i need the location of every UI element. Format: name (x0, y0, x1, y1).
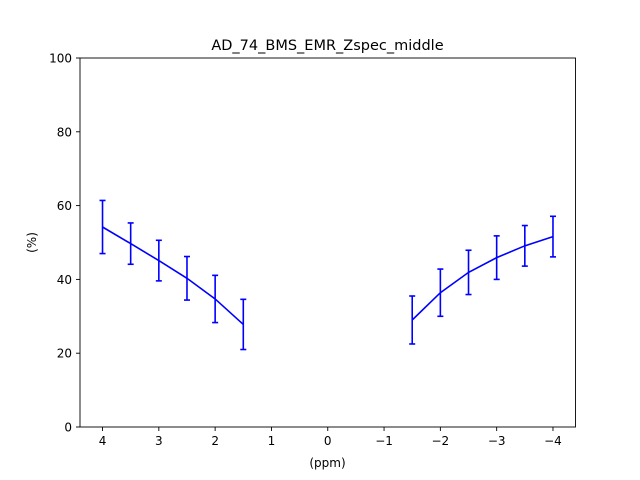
y-tick-label: 40 (57, 273, 72, 287)
y-tick-label: 100 (49, 52, 72, 66)
x-tick-label: −2 (432, 434, 450, 448)
x-tick-label: 1 (268, 434, 276, 448)
chart-title: AD_74_BMS_EMR_Zspec_middle (211, 38, 443, 54)
x-tick-label: −3 (488, 434, 506, 448)
x-tick-label: −1 (375, 434, 393, 448)
x-tick-label: 0 (324, 434, 332, 448)
x-tick-label: 4 (99, 434, 107, 448)
series-line-positive-offsets (102, 226, 244, 326)
x-tick-label: 2 (211, 434, 219, 448)
x-axis-label: (ppm) (309, 456, 345, 470)
series-line-negative-offsets (411, 235, 554, 321)
y-axis: 0 20 40 60 80 100 (49, 52, 80, 435)
y-tick-label: 0 (64, 421, 72, 435)
y-axis-label: (%) (25, 232, 39, 253)
plot-frame (79, 57, 576, 428)
x-axis: 4 3 2 1 0 −1 −2 −3 −4 (99, 427, 562, 448)
x-tick-label: 3 (155, 434, 163, 448)
y-tick-label: 60 (57, 199, 72, 213)
series-layer (99, 199, 556, 351)
y-tick-label: 80 (57, 125, 72, 139)
x-tick-label: −4 (544, 434, 562, 448)
y-tick-label: 20 (57, 347, 72, 361)
